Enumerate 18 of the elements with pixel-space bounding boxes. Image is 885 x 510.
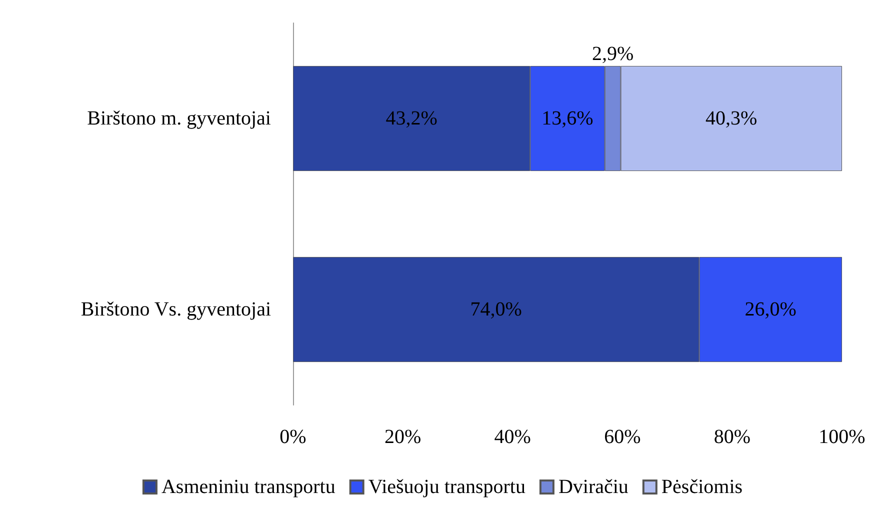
legend-label: Pėsčiomis	[661, 476, 743, 498]
x-tick-label: 40%	[494, 426, 531, 448]
x-tick-label: 60%	[604, 426, 641, 448]
x-tick-label: 80%	[714, 426, 751, 448]
legend-label: Asmeniniu transportu	[161, 476, 336, 498]
data-label: 2,9%	[592, 42, 634, 65]
x-tick-label: 100%	[818, 426, 866, 448]
data-label: 13,6%	[542, 108, 594, 130]
data-label: 74,0%	[470, 298, 522, 320]
data-label: 43,2%	[386, 108, 438, 130]
data-label: 26,0%	[744, 298, 796, 320]
x-tick-label: 0%	[280, 426, 306, 448]
data-label: 40,3%	[706, 108, 758, 130]
y-tick-label: Birštono m. gyventojai	[87, 108, 272, 130]
legend-label: Viešuoju transportu	[368, 476, 526, 498]
y-tick-label: Birštono Vs. gyventojai	[80, 298, 272, 320]
x-tick-label: 20%	[384, 426, 422, 448]
legend-label: Dviračiu	[558, 476, 628, 498]
